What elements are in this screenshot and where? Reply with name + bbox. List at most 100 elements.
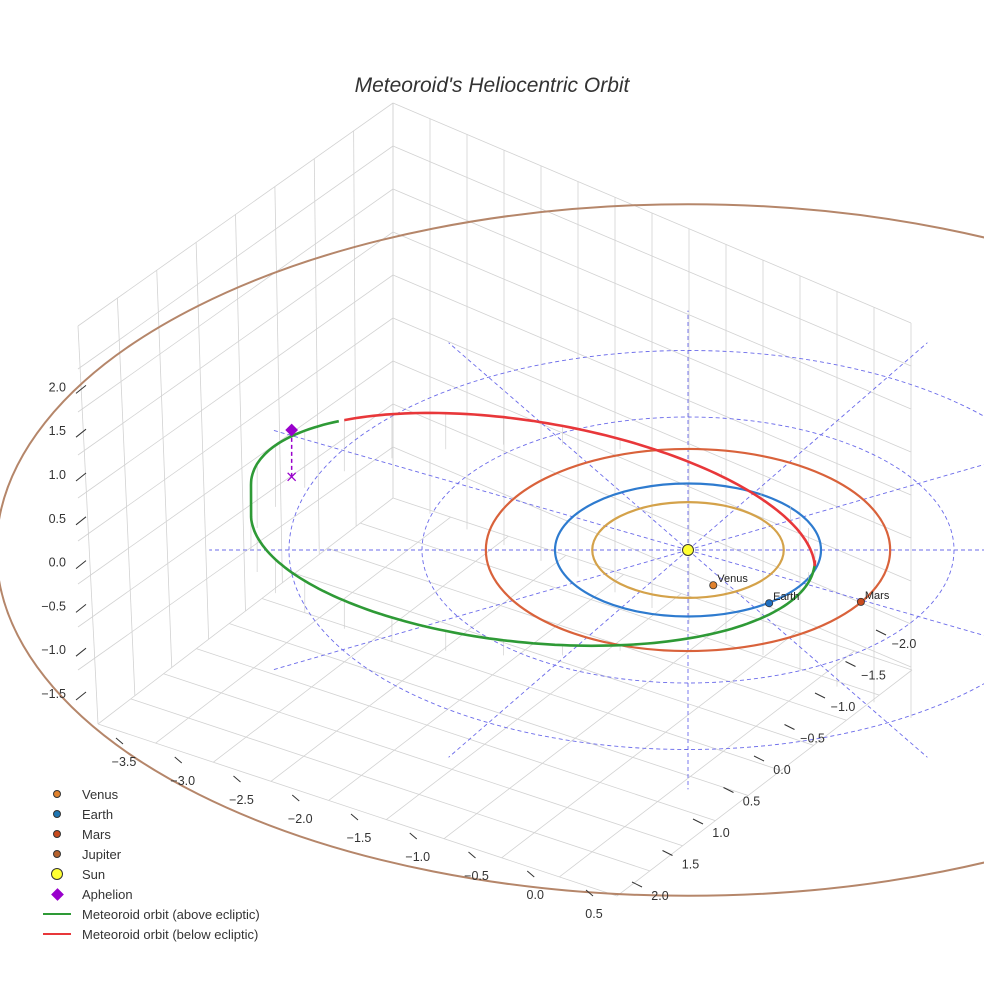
x-tick [468, 851, 476, 859]
axes-grid [77, 102, 913, 897]
x-tick-label: −2.0 [288, 812, 313, 826]
ref-spoke [448, 549, 689, 758]
y-tick-label: 1.5 [682, 858, 699, 872]
legend-item-venus: Venus [38, 784, 260, 804]
y-tick [692, 818, 704, 825]
jupiter-orbit [0, 203, 984, 897]
z-tick [75, 428, 87, 438]
x-tick-label: 0.0 [527, 888, 544, 902]
legend-label: Meteoroid orbit (below ecliptic) [82, 926, 259, 942]
y-tick-label: 1.0 [712, 826, 729, 840]
y-tick-label: −1.0 [831, 700, 856, 714]
legend-item-sun: Sun [38, 864, 260, 884]
x-tick-label: −1.0 [405, 850, 430, 864]
z-tick-label: 0.0 [49, 556, 66, 570]
legend-symbol [38, 924, 76, 944]
aphelion-projection [287, 472, 297, 482]
x-tick-label: −1.5 [347, 831, 372, 845]
z-tick-label: −1.5 [41, 687, 66, 701]
meteoroid-orbit-above [249, 419, 817, 648]
earth-label: Earth [773, 591, 799, 603]
y-tick-label: −2.0 [892, 637, 917, 651]
legend-symbol [38, 864, 76, 884]
y-tick-label: 0.0 [773, 763, 790, 777]
z-tick [75, 691, 87, 701]
mars-orbit [484, 447, 892, 653]
legend-label: Aphelion [82, 886, 133, 902]
z-tick-label: −1.0 [41, 643, 66, 657]
meteoroid-orbit [249, 411, 817, 656]
ref-spoke [687, 342, 928, 551]
legend-item-earth: Earth [38, 804, 260, 824]
legend-item-meteoroid-orbit-below-ecliptic: Meteoroid orbit (below ecliptic) [38, 924, 260, 944]
y-tick [723, 787, 734, 793]
legend-item-mars: Mars [38, 824, 260, 844]
legend-label: Venus [82, 786, 119, 802]
legend-label: Meteoroid orbit (above ecliptic) [82, 906, 260, 922]
legend-label: Jupiter [82, 846, 122, 862]
z-tick [75, 472, 87, 482]
x-tick [409, 832, 418, 840]
mars-marker [856, 597, 865, 606]
y-tick [662, 850, 673, 856]
y-tick-label: 0.5 [743, 795, 760, 809]
x-tick [233, 775, 241, 783]
earth-marker [765, 599, 774, 608]
x-tick-label: −3.0 [170, 774, 195, 788]
y-tick [631, 881, 643, 888]
legend-label: Earth [82, 806, 114, 822]
z-tick [75, 516, 87, 526]
venus-label: Venus [717, 573, 748, 585]
z-tick-label: 1.5 [49, 424, 66, 438]
x-tick-label: −0.5 [464, 869, 489, 883]
legend-item-aphelion: Aphelion [38, 884, 260, 904]
legend-item-jupiter: Jupiter [38, 844, 260, 864]
z-tick [75, 385, 87, 394]
y-tick [845, 661, 856, 667]
y-tick [814, 692, 826, 699]
x-tick [526, 870, 535, 878]
z-tick [75, 560, 87, 569]
y-tick [753, 755, 765, 762]
ref-spoke [273, 549, 689, 671]
z-tick-label: 2.0 [49, 380, 66, 394]
legend-symbol [38, 784, 76, 804]
ref-spoke [687, 464, 984, 551]
sun-marker [682, 544, 694, 556]
legend-symbol [38, 904, 76, 924]
ref-spoke [448, 342, 689, 551]
legend-label: Sun [82, 866, 106, 882]
legend-symbol [38, 824, 76, 844]
y-tick-label: 2.0 [651, 889, 668, 903]
z-tick-label: −0.5 [41, 599, 66, 613]
ref-spoke [687, 549, 928, 758]
axis-ticks: −1.5 −1.0 −0.5 0.0 0.5 1.0 1.5 2.0 −3.5 −3.0 −2.5 −… [41, 380, 916, 921]
x-tick [115, 737, 124, 745]
legend-symbol [38, 884, 76, 904]
x-tick [291, 794, 300, 802]
meteoroid-orbit-below [344, 411, 817, 567]
venus-marker [709, 581, 718, 590]
z-tick-label: 1.0 [49, 468, 66, 482]
y-tick-label: −0.5 [800, 732, 825, 746]
ref-spoke [273, 429, 689, 551]
x-tick [174, 756, 183, 764]
z-tick [75, 604, 87, 613]
z-tick-label: 0.5 [49, 512, 66, 526]
ref-spoke [687, 549, 984, 636]
mars-label: Mars [865, 590, 890, 602]
markers: Venus Earth Mars [285, 423, 890, 608]
legend-symbol [38, 844, 76, 864]
legend-symbol [38, 804, 76, 824]
reference-grid [209, 310, 984, 790]
aphelion-marker [285, 423, 299, 437]
legend-item-meteoroid-orbit-above-ecliptic: Meteoroid orbit (above ecliptic) [38, 904, 260, 924]
legend: Venus Earth Mars Jupiter Sun Aphelion Meteoroi… [38, 784, 260, 944]
venus-orbit [591, 501, 785, 599]
legend-label: Mars [82, 826, 111, 842]
y-tick [875, 629, 887, 636]
x-tick [350, 813, 359, 821]
earth-orbit [553, 482, 823, 618]
planet-orbits [0, 203, 984, 897]
